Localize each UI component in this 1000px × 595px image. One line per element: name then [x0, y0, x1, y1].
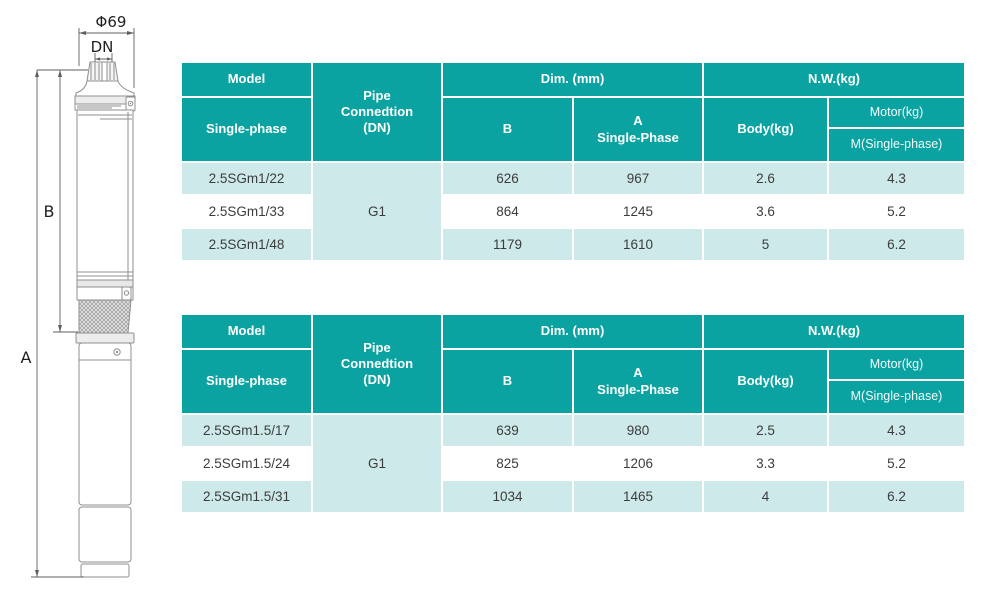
header-pipe-line3: (DN) [363, 372, 391, 388]
header-col-body: Body(kg) [702, 348, 829, 415]
header-nw-group: N.W.(kg) [702, 313, 966, 350]
dimension-dn [94, 53, 113, 62]
header-model: Model [180, 313, 313, 350]
dimension-a [31, 70, 84, 578]
cell-b: 1034 [441, 479, 574, 514]
cell-pipe-value: G1 [311, 413, 443, 514]
cell-motor: 4.3 [827, 413, 966, 448]
header-col-a-line2: Single-Phase [597, 381, 679, 397]
pump-body-outline [74, 61, 136, 578]
cell-model: 2.5SGm1.5/31 [180, 479, 313, 514]
header-single-phase: Single-phase [180, 348, 313, 415]
strainer-mesh [78, 299, 132, 334]
cell-motor: 4.3 [827, 161, 966, 196]
cell-body: 2.6 [702, 161, 829, 196]
pump-technical-drawing: Φ69 DN B A [21, 13, 136, 578]
header-col-a-line2: Single-Phase [597, 129, 679, 145]
cell-model: 2.5SGm1/33 [180, 194, 313, 229]
table-row: 2.5SGm1/22 G1 626 967 2.6 4.3 [180, 161, 966, 262]
dimension-b [37, 69, 88, 333]
cell-a: 967 [572, 161, 704, 196]
header-pipe-line2: Connedtion [340, 103, 414, 119]
spec-table-1: Model Pipe Connedtion (DN) Dim. (mm) N.W… [180, 61, 966, 262]
cell-b: 864 [441, 194, 574, 229]
header-pipe-line3: (DN) [363, 120, 391, 136]
header-col-a-line1: A [633, 365, 643, 381]
dimension-diameter [78, 28, 135, 88]
cell-body: 3.6 [702, 194, 829, 229]
cell-motor: 6.2 [827, 227, 966, 262]
cell-b: 1179 [441, 227, 574, 262]
label-b: B [44, 202, 55, 221]
cell-b: 639 [441, 413, 574, 448]
header-dim-group: Dim. (mm) [441, 61, 704, 98]
header-nw-group: N.W.(kg) [702, 61, 966, 98]
header-col-motor: Motor(kg) [827, 96, 966, 129]
header-col-motor: Motor(kg) [827, 348, 966, 381]
header-pipe-line2: Connedtion [340, 355, 414, 371]
cell-b: 825 [441, 446, 574, 481]
cell-body: 5 [702, 227, 829, 262]
header-col-a: A Single-Phase [572, 348, 704, 415]
cell-body: 4 [702, 479, 829, 514]
table-row: 2.5SGm1.5/17 G1 639 980 2.5 4.3 [180, 413, 966, 514]
table-row: 2.5SGm1/33 864 1245 3.6 5.2 [180, 194, 966, 229]
cell-body: 3.3 [702, 446, 829, 481]
header-col-body: Body(kg) [702, 96, 829, 163]
header-col-b: B [441, 96, 574, 163]
header-col-a: A Single-Phase [572, 96, 704, 163]
header-dim-group: Dim. (mm) [441, 313, 704, 350]
cell-motor: 6.2 [827, 479, 966, 514]
label-diameter: Φ69 [96, 13, 127, 31]
header-col-motor-sub: M(Single-phase) [827, 379, 966, 415]
cell-b: 626 [441, 161, 574, 196]
label-a: A [21, 348, 32, 367]
cell-model: 2.5SGm1.5/24 [180, 446, 313, 481]
table-row: 2.5SGm1.5/24 825 1206 3.3 5.2 [180, 446, 966, 481]
header-model: Model [180, 61, 313, 98]
table-row: 2.5SGm1.5/31 1034 1465 4 6.2 [180, 479, 966, 514]
header-pipe-line1: Pipe [363, 339, 391, 355]
cell-pipe-value: G1 [311, 161, 443, 262]
header-single-phase: Single-phase [180, 96, 313, 163]
header-pipe-connection: Pipe Connedtion (DN) [311, 61, 443, 163]
cell-model: 2.5SGm1/48 [180, 227, 313, 262]
table-row: 2.5SGm1/48 1179 1610 5 6.2 [180, 227, 966, 262]
cell-body: 2.5 [702, 413, 829, 448]
spec-table-2: Model Pipe Connedtion (DN) Dim. (mm) N.W… [180, 313, 966, 514]
header-col-b: B [441, 348, 574, 415]
header-col-a-line1: A [633, 113, 643, 129]
cell-a: 1206 [572, 446, 704, 481]
label-dn: DN [91, 38, 114, 56]
cell-a: 1465 [572, 479, 704, 514]
cell-a: 980 [572, 413, 704, 448]
header-col-motor-sub: M(Single-phase) [827, 127, 966, 163]
cell-a: 1245 [572, 194, 704, 229]
header-pipe-line1: Pipe [363, 87, 391, 103]
dimension-lines [31, 28, 135, 578]
cell-model: 2.5SGm1.5/17 [180, 413, 313, 448]
cell-a: 1610 [572, 227, 704, 262]
cell-motor: 5.2 [827, 194, 966, 229]
header-pipe-connection: Pipe Connedtion (DN) [311, 313, 443, 415]
cell-model: 2.5SGm1/22 [180, 161, 313, 196]
cell-motor: 5.2 [827, 446, 966, 481]
